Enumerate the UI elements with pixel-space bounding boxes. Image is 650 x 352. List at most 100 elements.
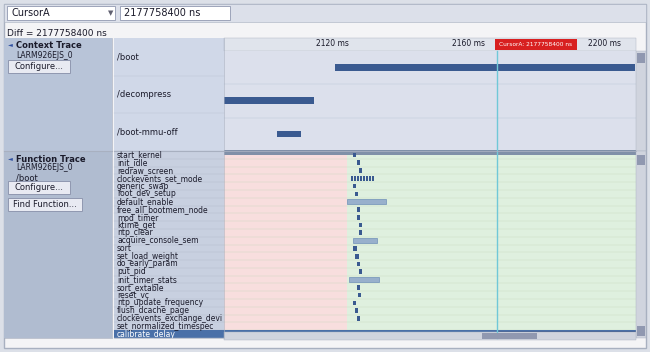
Text: /boot: /boot [117,52,138,61]
Bar [4,151,112,338]
Text: root_dev_setup: root_dev_setup [117,189,176,199]
Text: LARM926EJS_0: LARM926EJS_0 [16,163,73,172]
Bar [357,207,360,212]
Text: ntp_clear: ntp_clear [117,228,153,237]
Bar [355,308,358,313]
Text: start_kernel: start_kernel [117,150,163,159]
Bar [357,161,360,165]
Text: 2120 ms: 2120 ms [316,39,349,49]
Text: Find Function...: Find Function... [13,200,77,209]
FancyBboxPatch shape [7,6,115,20]
Text: set_normalized_timespec: set_normalized_timespec [117,322,214,331]
Bar [369,176,371,181]
Bar [366,176,368,181]
Text: 2177758400 ns: 2177758400 ns [124,8,200,18]
Text: set_load_weight: set_load_weight [117,252,179,261]
Bar [353,238,377,243]
Bar [347,199,386,204]
Bar [224,97,314,104]
FancyBboxPatch shape [8,60,70,73]
Bar [335,64,635,71]
Bar [495,39,577,50]
Bar [353,301,356,305]
Text: LARM926EJS_0: LARM926EJS_0 [16,50,73,59]
Text: ▼: ▼ [108,10,113,16]
Bar [351,176,353,181]
Bar [358,293,361,297]
Bar [355,191,358,196]
Bar [114,330,224,338]
Text: flush_dcache_page: flush_dcache_page [117,306,190,315]
Text: clockevents_set_mode: clockevents_set_mode [117,174,203,183]
Text: ◄: ◄ [8,157,13,162]
Bar [360,176,362,181]
Text: 2160 ms: 2160 ms [452,39,485,49]
Bar [114,151,224,338]
Bar [482,333,537,339]
Text: Context Trace: Context Trace [16,40,82,50]
FancyBboxPatch shape [120,6,230,20]
Bar [349,277,379,282]
Bar [224,51,636,151]
Bar [357,215,360,220]
Bar [224,150,636,155]
Bar [354,176,356,181]
Bar [357,262,360,266]
Text: clockevents_exchange_devi: clockevents_exchange_devi [117,314,223,323]
Bar [224,151,347,338]
Text: calibrate_delay: calibrate_delay [117,329,176,339]
Bar [363,176,365,181]
Bar [357,176,359,181]
Text: Function Trace: Function Trace [16,155,86,163]
Text: Configure...: Configure... [14,62,64,71]
Text: CursorA: CursorA [11,8,49,18]
Bar [357,285,360,290]
Text: /boot-mmu-off: /boot-mmu-off [117,128,177,137]
Text: ◄: ◄ [8,43,13,48]
Text: CursorA: 2177758400 ns: CursorA: 2177758400 ns [499,42,573,47]
Bar [224,330,636,338]
Text: sort_extable: sort_extable [117,283,164,292]
Bar [637,326,645,336]
Bar [359,269,362,274]
Text: sort: sort [117,244,132,253]
Bar [353,152,356,157]
Text: generic_swap: generic_swap [117,182,170,190]
Text: /boot: /boot [16,174,38,182]
Text: init_idle: init_idle [117,158,148,167]
FancyBboxPatch shape [8,181,70,194]
Bar [224,38,636,51]
Bar [636,51,646,151]
Bar [372,176,374,181]
Bar [497,331,636,337]
Bar [353,246,357,251]
Bar [4,38,112,151]
Text: redraw_screen: redraw_screen [117,166,173,175]
Text: /decompress: /decompress [117,90,171,99]
FancyBboxPatch shape [8,198,82,211]
Bar [277,131,301,137]
Text: acquire_console_sem: acquire_console_sem [117,236,198,245]
Bar [347,151,636,338]
Text: free_all_bootmem_node: free_all_bootmem_node [117,205,209,214]
Bar [359,168,362,173]
Text: do_early_param: do_early_param [117,259,179,269]
Text: init_timer_stats: init_timer_stats [117,275,177,284]
Text: reset_vc: reset_vc [117,291,149,300]
Bar [636,151,646,338]
Bar [637,155,645,165]
Text: ntp_update_frequency: ntp_update_frequency [117,298,203,307]
Bar [359,231,362,235]
Bar [224,332,636,340]
Text: default_enable: default_enable [117,197,174,206]
Text: mod_timer: mod_timer [117,213,159,222]
Text: Configure...: Configure... [14,183,64,192]
Bar [357,316,360,321]
Text: Diff = 2177758400 ns: Diff = 2177758400 ns [7,30,107,38]
Bar [359,223,362,227]
Bar [114,38,224,151]
Text: ktime_get: ktime_get [117,220,155,230]
Bar [637,53,645,63]
Bar [355,254,359,258]
Bar [4,4,646,22]
